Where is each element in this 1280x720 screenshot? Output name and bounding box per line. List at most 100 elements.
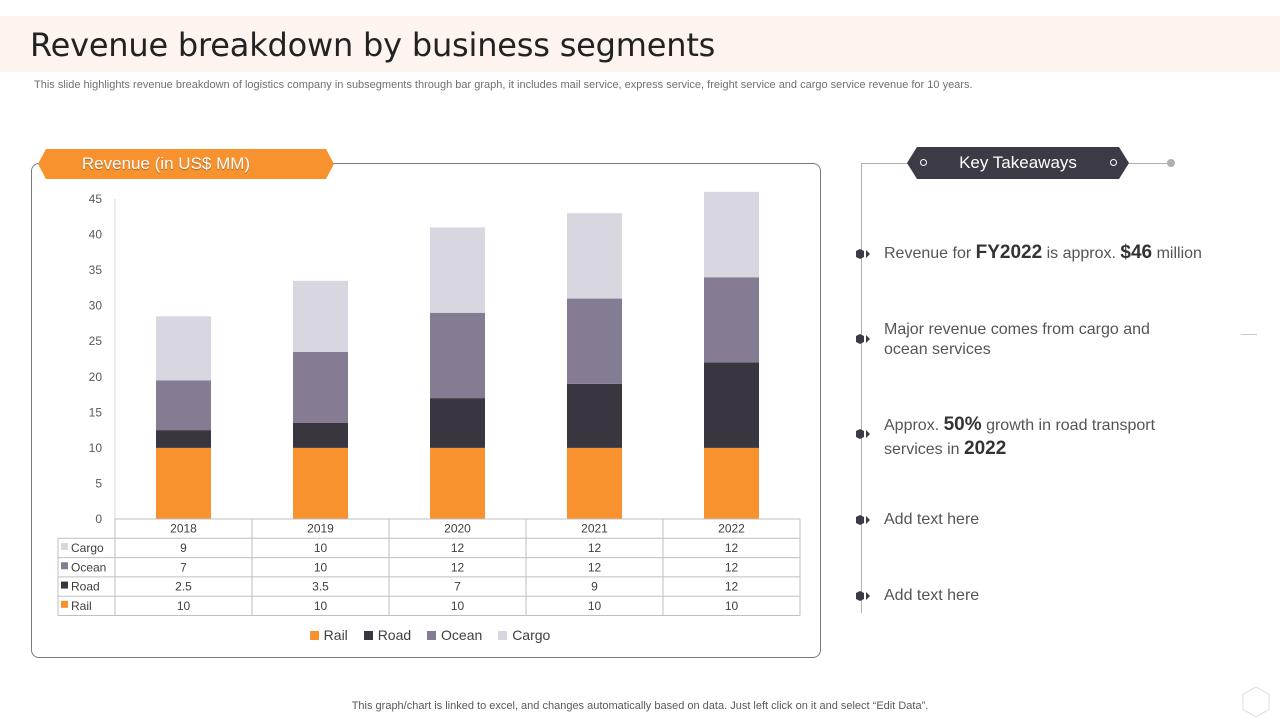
y-tick-label: 25 [89, 334, 103, 348]
table-cell-value: 10 [314, 599, 328, 613]
table-cell-value: 12 [451, 541, 465, 555]
decorative-dash [1241, 334, 1257, 335]
y-tick-label: 35 [89, 263, 103, 277]
legend-item-ocean: Ocean [427, 627, 482, 643]
table-row-swatch [61, 562, 68, 570]
bar-cargo-2021 [567, 213, 622, 299]
table-cell-value: 12 [451, 560, 465, 574]
table-row-swatch [61, 600, 68, 608]
table-cell-value: 10 [725, 599, 739, 613]
x-tick-label: 2020 [444, 522, 471, 536]
bar-rail-2020 [430, 447, 485, 519]
bullet-icon [856, 334, 874, 344]
bar-ocean-2019 [293, 351, 348, 423]
legend-label-cargo: Cargo [512, 627, 551, 643]
chart-title-tab-shape [38, 149, 334, 179]
bar-ocean-2022 [704, 277, 759, 363]
x-tick-label: 2021 [581, 522, 608, 536]
takeaway-timeline [861, 163, 862, 613]
y-tick-label: 10 [89, 441, 103, 455]
bullet-icon [856, 591, 874, 601]
y-tick-label: 0 [95, 512, 102, 526]
bar-rail-2018 [156, 447, 211, 519]
badge-dot-left [920, 159, 927, 166]
x-tick-label: 2022 [718, 522, 745, 536]
bullet-icon [856, 429, 874, 439]
y-tick-label: 5 [95, 476, 102, 490]
bar-road-2021 [567, 383, 622, 448]
bar-ocean-2018 [156, 380, 211, 431]
table-row-label: Rail [71, 599, 92, 613]
chart-legend: Rail Road Ocean Cargo [0, 627, 860, 643]
table-cell-value: 2.5 [175, 580, 192, 594]
table-cell-value: 9 [180, 541, 187, 555]
chart-title-tab: Revenue (in US$ MM) [38, 149, 334, 179]
page-subtitle: This slide highlights revenue breakdown … [34, 79, 973, 91]
table-cell-value: 7 [180, 560, 187, 574]
bar-rail-2022 [704, 447, 759, 519]
bar-rail-2021 [567, 447, 622, 519]
bullet-icon [856, 515, 874, 525]
key-takeaways-title: Key Takeaways [959, 153, 1077, 172]
table-cell-value: 3.5 [312, 580, 329, 594]
table-row-label: Road [71, 580, 100, 594]
legend-item-cargo: Cargo [498, 627, 550, 643]
table-cell-value: 12 [725, 580, 739, 594]
takeaway-item-4: Add text here [884, 511, 980, 528]
bar-road-2018 [156, 430, 211, 448]
bar-cargo-2018 [156, 316, 211, 381]
table-cell-value: 12 [588, 560, 602, 574]
page-title: Revenue breakdown by business segments [30, 26, 716, 64]
y-tick-label: 15 [89, 405, 103, 419]
badge-dot-right [1110, 159, 1117, 166]
legend-swatch-road [363, 631, 373, 640]
table-cell-value: 10 [451, 599, 465, 613]
table-cell-value: 10 [177, 599, 191, 613]
chart-title: Revenue (in US$ MM) [81, 154, 251, 173]
key-takeaways-badge-shape [907, 147, 1129, 179]
table-cell-value: 10 [314, 560, 328, 574]
y-tick-label: 40 [89, 228, 103, 242]
takeaway-connector-left [861, 163, 908, 164]
legend-label-road: Road [377, 627, 412, 643]
takeaway-item-5: Add text here [884, 587, 980, 604]
legend-swatch-cargo [498, 631, 508, 640]
takeaway-connector-end-dot [1167, 159, 1175, 167]
takeaway-item-2: Major revenue comes from cargo and ocean … [884, 321, 1150, 358]
y-tick-label: 30 [89, 299, 103, 313]
bar-road-2019 [293, 423, 348, 448]
title-band [0, 16, 1280, 72]
takeaway-connector-right [1128, 163, 1170, 164]
table-row-label: Ocean [71, 560, 106, 574]
hexagon-logo-icon [1242, 686, 1270, 718]
legend-swatch-rail [309, 631, 319, 640]
footer-note: This graph/chart is linked to excel, and… [351, 700, 929, 712]
table-row-swatch [61, 542, 68, 550]
bar-cargo-2019 [293, 280, 348, 352]
legend-label-ocean: Ocean [441, 627, 483, 643]
table-row-label: Cargo [71, 541, 104, 555]
x-tick-label: 2019 [307, 522, 334, 536]
key-takeaways-badge: Key Takeaways [907, 147, 1129, 179]
takeaway-item-3: Approx. 50% growth in road transport serv… [884, 414, 1156, 459]
legend-item-road: Road [363, 627, 412, 643]
legend-label-rail: Rail [323, 627, 348, 643]
takeaway-item-1: Revenue for FY2022 is approx. $46 millio… [884, 242, 1202, 263]
table-cell-value: 10 [314, 541, 328, 555]
bar-ocean-2020 [430, 312, 485, 399]
bullet-icon [856, 249, 874, 259]
x-tick-label: 2018 [170, 522, 197, 536]
legend-item-rail: Rail [309, 627, 348, 643]
bar-cargo-2022 [704, 191, 759, 278]
bar-ocean-2021 [567, 298, 622, 384]
bar-road-2020 [430, 398, 485, 448]
table-cell-value: 10 [588, 599, 602, 613]
table-cell-value: 12 [588, 541, 602, 555]
y-tick-label: 45 [89, 192, 103, 206]
table-cell-value: 7 [454, 580, 461, 594]
table-row-swatch [61, 581, 68, 589]
y-tick-label: 20 [89, 370, 103, 384]
table-cell-value: 12 [725, 541, 739, 555]
bar-road-2022 [704, 362, 759, 448]
